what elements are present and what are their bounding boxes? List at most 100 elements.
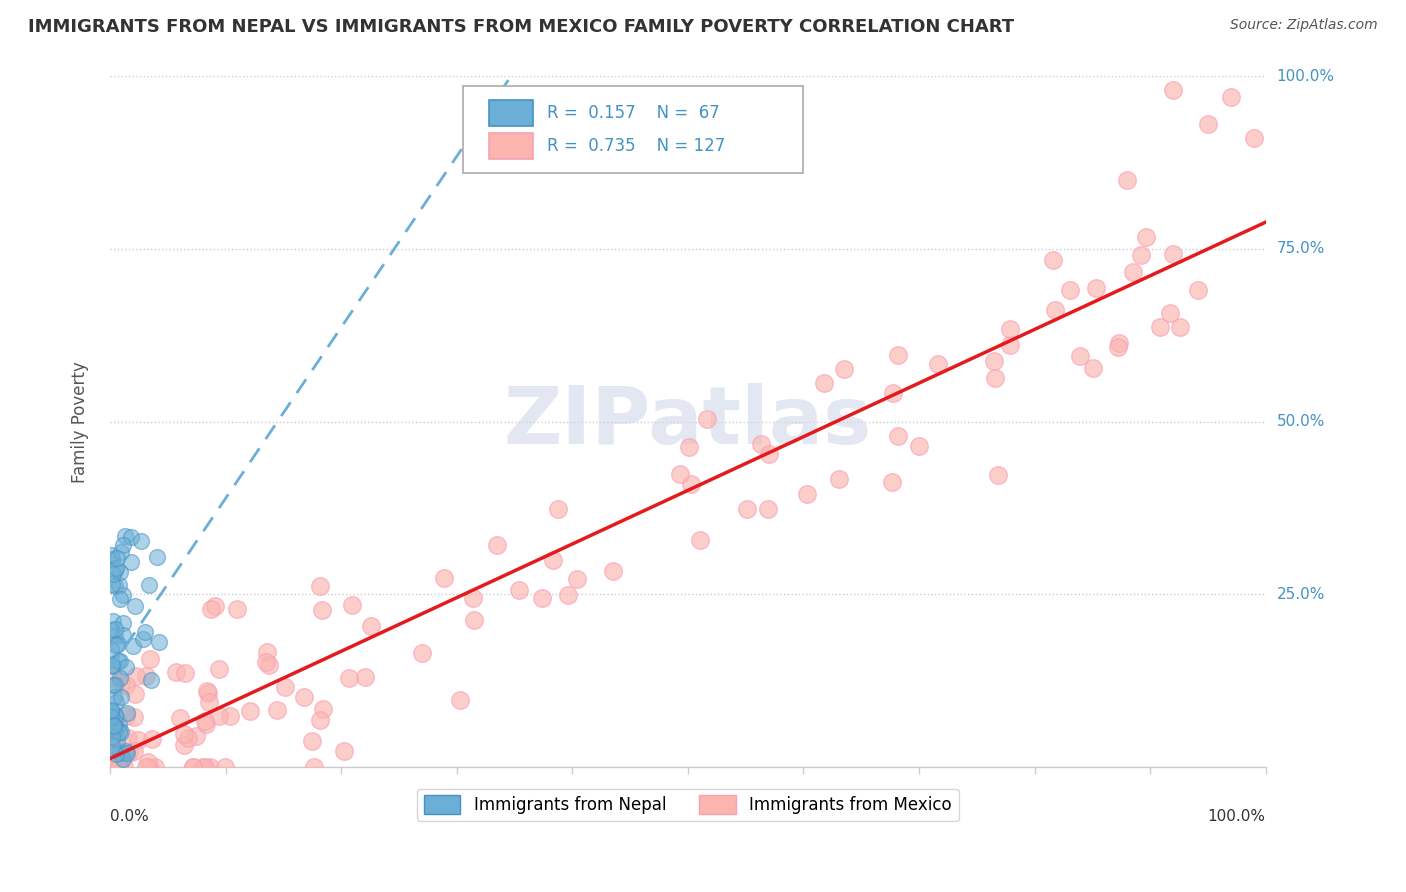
Point	[110, 654, 132, 668]
Point	[117, 731, 139, 745]
Point	[214, 759, 236, 773]
Point	[908, 439, 931, 453]
Point	[105, 551, 128, 566]
Point	[100, 740, 122, 755]
Point	[758, 447, 780, 461]
Point	[111, 538, 134, 552]
Point	[1161, 247, 1184, 261]
Point	[340, 598, 363, 612]
Point	[1168, 320, 1191, 334]
Point	[143, 759, 166, 773]
Point	[115, 709, 138, 723]
Text: R =  0.157    N =  67: R = 0.157 N = 67	[547, 104, 720, 122]
Point	[1042, 253, 1064, 268]
Point	[186, 729, 208, 743]
Point	[796, 487, 818, 501]
Point	[411, 646, 433, 660]
Point	[198, 695, 221, 709]
Point	[135, 759, 157, 773]
Point	[104, 723, 127, 737]
Point	[735, 501, 758, 516]
Point	[100, 759, 122, 773]
Point	[987, 468, 1010, 483]
Point	[100, 709, 122, 723]
Text: Source: ZipAtlas.com: Source: ZipAtlas.com	[1230, 18, 1378, 32]
Point	[1220, 89, 1243, 103]
Text: 100.0%: 100.0%	[1277, 69, 1334, 84]
Point	[274, 680, 297, 694]
Point	[112, 628, 135, 642]
Point	[218, 708, 240, 723]
Point	[108, 566, 131, 580]
Point	[115, 747, 138, 761]
Point	[124, 599, 146, 614]
Text: IMMIGRANTS FROM NEPAL VS IMMIGRANTS FROM MEXICO FAMILY POVERTY CORRELATION CHART: IMMIGRANTS FROM NEPAL VS IMMIGRANTS FROM…	[28, 18, 1014, 36]
Point	[111, 616, 134, 631]
Point	[114, 529, 136, 543]
Point	[198, 759, 221, 773]
Point	[107, 759, 129, 773]
Point	[115, 659, 138, 673]
Point	[309, 578, 332, 592]
Point	[108, 718, 131, 732]
Point	[530, 591, 553, 606]
Point	[887, 348, 910, 362]
Point	[132, 632, 155, 647]
Point	[1059, 283, 1081, 297]
Point	[165, 665, 187, 680]
Point	[226, 602, 249, 616]
Point	[100, 704, 122, 718]
Point	[105, 732, 128, 747]
Point	[101, 551, 124, 566]
Point	[105, 696, 128, 710]
Point	[139, 652, 162, 666]
Point	[173, 738, 195, 752]
Point	[127, 732, 149, 747]
Point	[486, 538, 509, 552]
Point	[104, 579, 127, 593]
Point	[107, 637, 129, 651]
Point	[108, 759, 131, 773]
Point	[541, 553, 564, 567]
Point	[135, 669, 157, 683]
Point	[100, 641, 122, 656]
Point	[756, 501, 779, 516]
Point	[301, 734, 323, 748]
Point	[110, 545, 132, 559]
Point	[148, 635, 170, 649]
Point	[108, 759, 131, 773]
Point	[354, 670, 377, 684]
Point	[669, 467, 692, 482]
Point	[101, 678, 124, 692]
Y-axis label: Family Poverty: Family Poverty	[72, 360, 89, 483]
Point	[197, 686, 219, 700]
Point	[195, 684, 218, 698]
Point	[115, 678, 138, 692]
Point	[146, 550, 169, 565]
Point	[141, 731, 163, 746]
Point	[880, 475, 903, 489]
Point	[254, 655, 277, 669]
Point	[678, 440, 700, 454]
Point	[813, 376, 835, 390]
Point	[103, 690, 125, 704]
Point	[122, 639, 145, 653]
Text: 25.0%: 25.0%	[1277, 587, 1324, 602]
Point	[749, 437, 772, 451]
Point	[101, 614, 124, 628]
Point	[103, 719, 125, 733]
Legend: Immigrants from Nepal, Immigrants from Mexico: Immigrants from Nepal, Immigrants from M…	[418, 789, 959, 822]
Point	[1159, 306, 1181, 320]
Point	[1107, 340, 1129, 354]
Point	[689, 533, 711, 548]
Point	[256, 645, 278, 659]
Point	[122, 710, 145, 724]
Point	[828, 472, 851, 486]
Point	[108, 671, 131, 685]
Point	[138, 755, 160, 769]
Bar	[489, 133, 533, 159]
Point	[104, 561, 127, 575]
Point	[101, 658, 124, 673]
Point	[100, 703, 122, 717]
Point	[100, 670, 122, 684]
